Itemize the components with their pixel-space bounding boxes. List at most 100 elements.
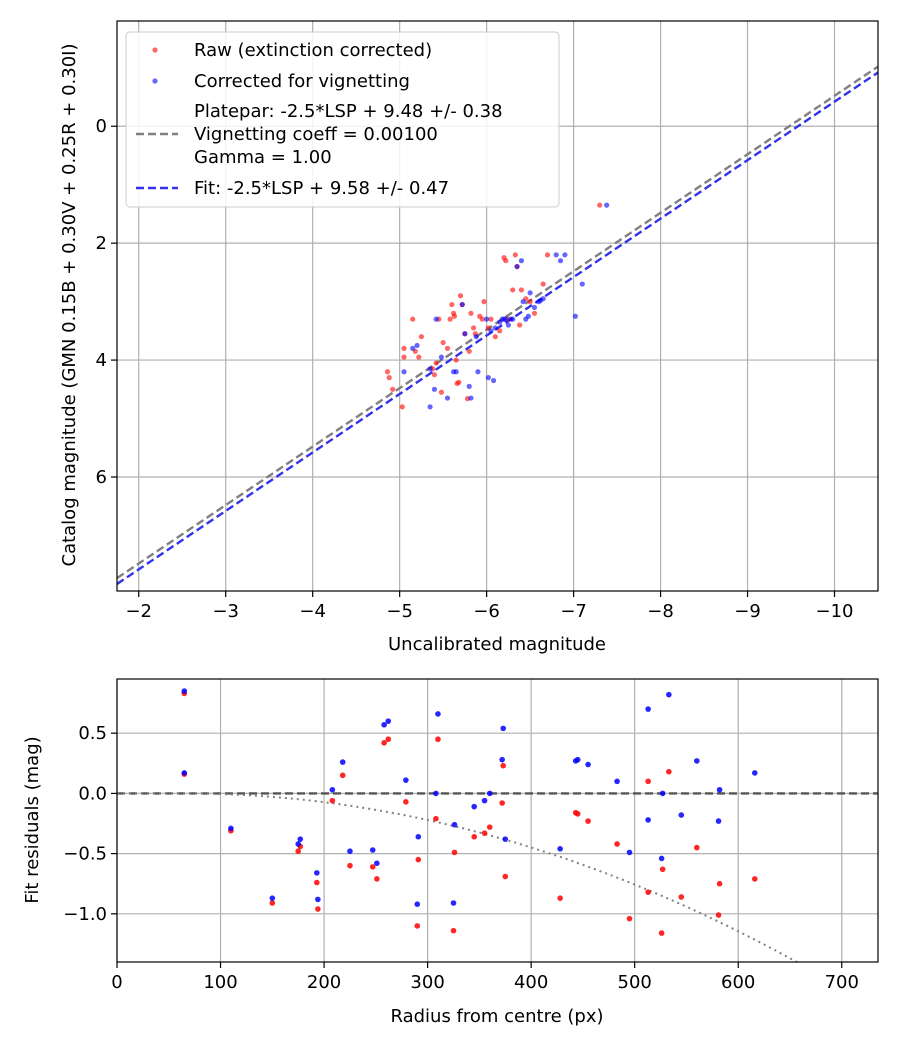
- data-point: [658, 930, 665, 936]
- data-point: [716, 880, 723, 887]
- data-point: [315, 906, 321, 912]
- legend-corrected-marker: [152, 78, 158, 84]
- data-point: [574, 756, 581, 763]
- x-tick-label: 500: [618, 972, 652, 993]
- data-point: [626, 915, 633, 922]
- data-point: [500, 762, 506, 769]
- data-point: [484, 316, 490, 322]
- data-point: [381, 721, 387, 728]
- data-point: [468, 395, 474, 401]
- data-point: [531, 310, 538, 316]
- data-point: [466, 383, 472, 389]
- data-point: [453, 369, 459, 375]
- data-point: [401, 354, 407, 360]
- data-point: [410, 316, 416, 322]
- y-tick-label: −1.0: [63, 904, 107, 925]
- data-point: [444, 345, 451, 351]
- data-point: [645, 778, 651, 785]
- data-point: [427, 366, 433, 372]
- data-point: [572, 313, 578, 319]
- data-point: [626, 849, 633, 856]
- data-point: [492, 325, 498, 331]
- data-point: [414, 342, 420, 349]
- data-point: [503, 258, 509, 264]
- data-point: [433, 790, 439, 797]
- x-tick-label: −4: [299, 601, 326, 622]
- data-point: [645, 889, 651, 895]
- data-point: [415, 833, 422, 840]
- data-point: [403, 799, 409, 805]
- data-point: [385, 718, 392, 724]
- data-point: [597, 202, 603, 208]
- data-point: [517, 322, 523, 328]
- data-point: [451, 821, 458, 828]
- data-point: [401, 345, 407, 351]
- top-y-axis-label: Catalog magnitude (GMN 0.15B + 0.30V + 0…: [59, 43, 80, 566]
- top-x-axis-label: Uncalibrated magnitude: [388, 634, 606, 655]
- data-point: [488, 328, 494, 334]
- data-point: [666, 691, 672, 698]
- data-point: [574, 811, 581, 817]
- data-point: [347, 848, 353, 855]
- data-point: [520, 299, 526, 305]
- data-point: [557, 846, 563, 852]
- x-tick-label: −5: [386, 601, 413, 622]
- legend-platepar-label-line1: Platepar: -2.5*LSP + 9.48 +/- 0.38: [194, 101, 503, 122]
- data-point: [499, 800, 505, 806]
- data-point: [497, 328, 503, 334]
- data-point: [457, 293, 464, 299]
- data-point: [374, 876, 380, 882]
- data-point: [401, 369, 407, 375]
- data-point: [269, 895, 276, 901]
- data-point: [562, 252, 568, 258]
- data-point: [466, 348, 472, 354]
- data-point: [503, 316, 509, 322]
- data-point: [438, 354, 445, 360]
- legend-corrected-label: Corrected for vignetting: [194, 71, 410, 92]
- data-point: [418, 334, 424, 340]
- bottom-reference-lines: [117, 792, 878, 962]
- data-point: [433, 316, 439, 322]
- data-point: [512, 252, 518, 258]
- data-point: [488, 316, 494, 322]
- data-point: [329, 797, 336, 804]
- data-point: [384, 369, 391, 375]
- x-tick-label: −8: [647, 601, 674, 622]
- x-tick-label: 400: [514, 972, 548, 993]
- data-point: [435, 711, 441, 717]
- data-point: [557, 258, 564, 264]
- legend-platepar-label-line3: Gamma = 1.00: [194, 147, 332, 168]
- x-tick-label: 0: [111, 972, 122, 993]
- data-point: [604, 202, 610, 208]
- bottom-chart: 0 100 200 300 400 500 600 700 0.5 0.0 −0.5 −1.0 Ra…: [22, 678, 879, 1027]
- bottom-y-axis-label: Fit residuals (mag): [22, 736, 43, 903]
- x-tick-label: 600: [721, 972, 755, 993]
- data-point: [295, 848, 301, 855]
- data-point: [468, 310, 474, 316]
- x-tick-label: −10: [816, 601, 854, 622]
- data-point: [579, 281, 585, 287]
- x-tick-label: −2: [125, 601, 152, 622]
- x-tick-label: 300: [410, 972, 444, 993]
- legend-platepar-label-line2: Vignetting coeff = 0.00100: [194, 124, 438, 145]
- data-point: [557, 895, 563, 901]
- data-point: [645, 706, 651, 712]
- data-point: [415, 856, 422, 863]
- data-point: [751, 770, 758, 776]
- data-point: [473, 334, 479, 340]
- data-point: [486, 790, 493, 797]
- y-tick-label: −0.5: [63, 844, 107, 865]
- data-point: [471, 833, 478, 840]
- data-point: [369, 847, 376, 853]
- top-points: [384, 202, 610, 410]
- data-point: [447, 316, 453, 322]
- legend-raw-label: Raw (extinction corrected): [194, 40, 432, 61]
- data-point: [416, 354, 422, 360]
- data-point: [471, 803, 478, 810]
- y-tick-label: 0.0: [78, 783, 107, 804]
- data-point: [451, 849, 458, 856]
- data-point: [414, 901, 421, 907]
- data-point: [659, 790, 666, 797]
- data-point: [481, 797, 488, 804]
